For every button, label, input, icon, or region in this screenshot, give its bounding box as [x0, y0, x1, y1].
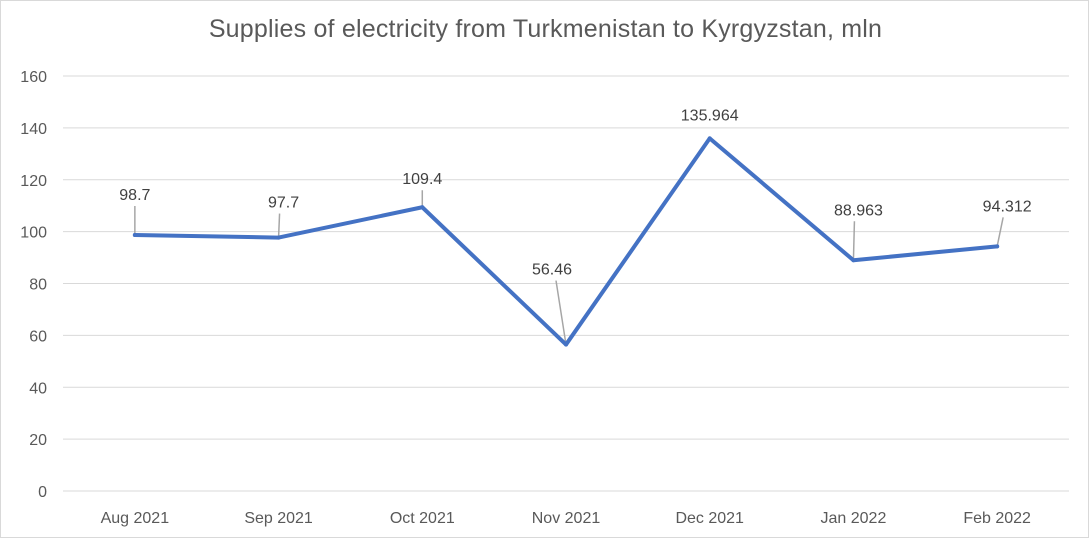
- y-tick-label: 60: [29, 328, 47, 345]
- data-label: 56.46: [532, 262, 572, 279]
- data-point: [420, 205, 425, 210]
- x-tick-label: Oct 2021: [390, 510, 455, 527]
- chart-title: Supplies of electricity from Turkmenista…: [208, 15, 883, 43]
- data-point: [276, 235, 281, 240]
- y-tick-label: 120: [20, 173, 47, 190]
- data-point: [707, 136, 712, 141]
- data-label-leader: [996, 217, 1004, 247]
- y-tick-label: 0: [38, 484, 47, 501]
- data-label-leader: [277, 213, 281, 238]
- data-label-leader: [555, 280, 567, 345]
- y-tick-label: 160: [20, 69, 47, 86]
- data-label: 94.312: [983, 198, 1032, 215]
- data-label: 88.963: [834, 202, 883, 219]
- y-tick-label: 20: [29, 432, 47, 449]
- x-tick-label: Nov 2021: [532, 510, 601, 527]
- x-tick-label: Sep 2021: [244, 510, 313, 527]
- data-label-leader: [852, 221, 856, 261]
- data-point: [851, 258, 856, 263]
- data-label: 109.4: [402, 171, 442, 188]
- data-label: 135.964: [681, 107, 739, 124]
- x-tick-label: Feb 2022: [963, 510, 1031, 527]
- y-tick-label: 40: [29, 380, 47, 397]
- y-tick-label: 80: [29, 277, 47, 294]
- data-point: [564, 342, 568, 347]
- x-tick-label: Jan 2022: [821, 510, 887, 527]
- data-label: 97.7: [268, 195, 299, 212]
- x-tick-label: Dec 2021: [675, 510, 744, 527]
- y-tick-label: 100: [20, 225, 47, 242]
- data-point: [995, 244, 1000, 249]
- series-line: [132, 136, 1000, 347]
- y-tick-label: 140: [20, 121, 47, 138]
- x-tick-label: Aug 2021: [101, 510, 170, 527]
- data-point: [132, 232, 137, 237]
- data-label: 98.7: [119, 187, 150, 204]
